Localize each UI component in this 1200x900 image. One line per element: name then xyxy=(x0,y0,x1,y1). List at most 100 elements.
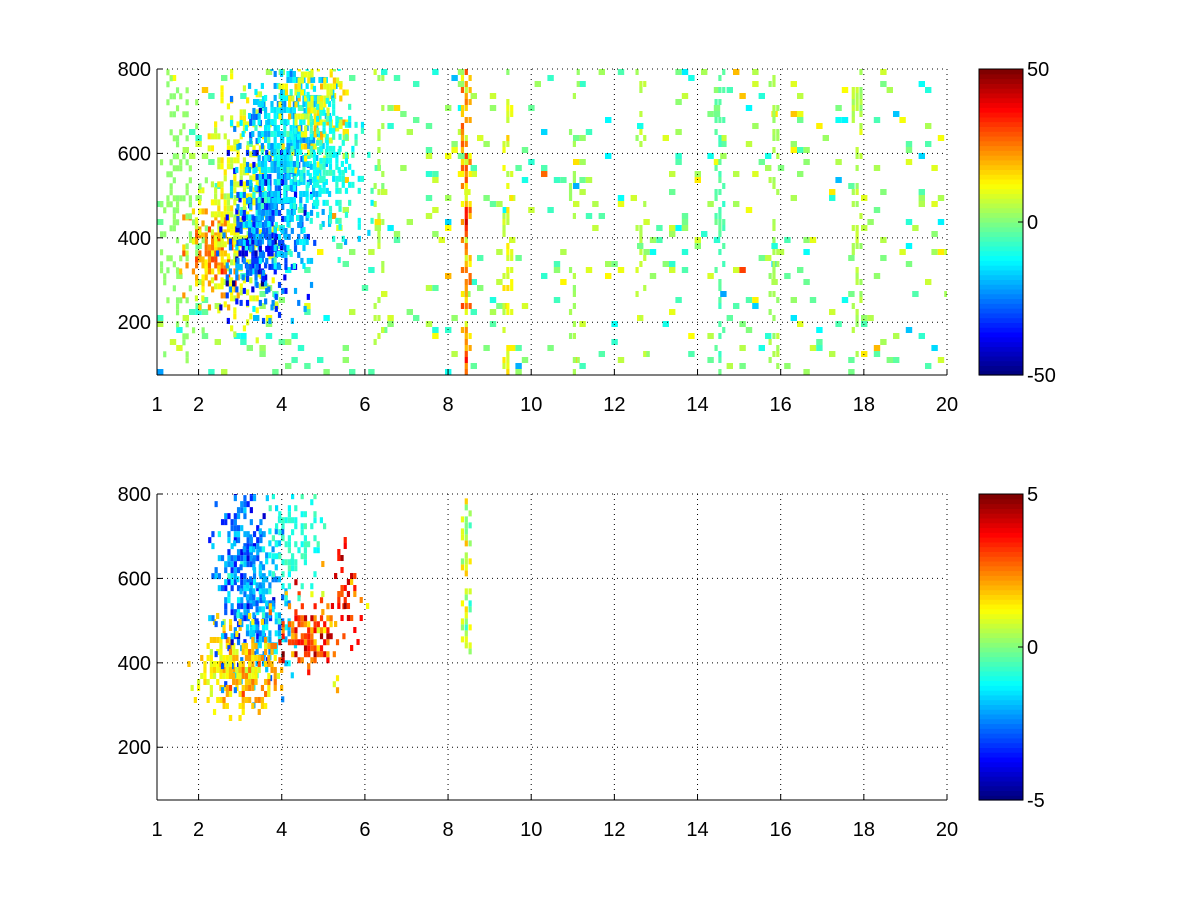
heatmap-cell xyxy=(772,183,776,189)
heatmap-cell xyxy=(733,69,740,75)
heatmap-cell xyxy=(377,237,381,243)
heatmap-cell xyxy=(303,547,307,554)
heatmap-cell xyxy=(772,135,776,141)
y-tick-label: 600 xyxy=(118,568,151,590)
heatmap-cell xyxy=(330,603,335,610)
heatmap-cell xyxy=(367,229,371,236)
heatmap-cell xyxy=(299,196,303,203)
heatmap-cell xyxy=(327,100,332,107)
heatmap-cell xyxy=(639,225,643,231)
heatmap-cell xyxy=(464,624,468,631)
heatmap-cell xyxy=(293,239,298,246)
heatmap-cell xyxy=(460,636,465,643)
heatmap-cell xyxy=(353,627,357,634)
heatmap-cell xyxy=(230,609,234,616)
heatmap-cell xyxy=(861,315,868,321)
heatmap-cell xyxy=(598,351,605,357)
heatmap-cell xyxy=(191,208,196,215)
heatmap-cell xyxy=(290,672,294,679)
heatmap-cell xyxy=(295,214,300,221)
heatmap-cell xyxy=(268,675,273,682)
heatmap-cell xyxy=(295,94,300,101)
heatmap-cell xyxy=(464,117,468,123)
heatmap-cell xyxy=(201,87,209,93)
heatmap-cell xyxy=(772,75,776,81)
heatmap-cell xyxy=(848,369,855,375)
heatmap-cell xyxy=(718,99,722,105)
heatmap-cell xyxy=(468,333,472,339)
heatmap-cell xyxy=(214,121,218,128)
heatmap-cell xyxy=(521,177,529,183)
heatmap-cell xyxy=(714,195,718,201)
heatmap-cell xyxy=(241,666,245,673)
heatmap-cell xyxy=(316,621,320,628)
heatmap-cell xyxy=(239,588,243,595)
heatmap-cell xyxy=(230,325,234,332)
heatmap-cell xyxy=(252,145,256,152)
heatmap-cell xyxy=(338,217,342,224)
heatmap-cell xyxy=(244,666,249,673)
heatmap-cell xyxy=(506,105,510,111)
heatmap-cell xyxy=(284,541,288,548)
heatmap-cell xyxy=(714,165,718,171)
heatmap-cell xyxy=(797,321,804,327)
heatmap-cell xyxy=(241,708,245,715)
heatmap-cell xyxy=(259,303,266,309)
heatmap-cell xyxy=(286,184,290,191)
colorbar-tick-label: 5 xyxy=(1027,484,1038,506)
heatmap-cell xyxy=(300,257,304,264)
heatmap-cell xyxy=(464,588,468,595)
heatmap-cell xyxy=(239,299,243,306)
heatmap-cell xyxy=(880,237,887,243)
heatmap-cell xyxy=(541,165,548,171)
heatmap-cell xyxy=(528,105,535,111)
heatmap-cell xyxy=(299,202,303,209)
heatmap-cell xyxy=(249,534,253,541)
heatmap-cell xyxy=(274,612,278,619)
heatmap-cell xyxy=(772,267,776,273)
heatmap-cell xyxy=(784,273,791,279)
heatmap-cell xyxy=(249,131,253,138)
heatmap-cell xyxy=(252,495,257,502)
heatmap-cell xyxy=(464,141,468,147)
heatmap-cell xyxy=(258,221,262,228)
heatmap-cell xyxy=(515,255,522,261)
heatmap-cell xyxy=(305,196,309,203)
colorbar-swatch xyxy=(979,670,1023,677)
heatmap-cell xyxy=(240,525,244,532)
heatmap-cell xyxy=(300,639,304,646)
heatmap-cell xyxy=(255,257,259,264)
heatmap-cell xyxy=(220,283,224,290)
heatmap-cell xyxy=(893,333,900,339)
heatmap-cell xyxy=(303,511,307,518)
heatmap-cell xyxy=(226,253,231,260)
heatmap-cell xyxy=(270,100,274,107)
heatmap-cell xyxy=(208,159,215,165)
heatmap-cell xyxy=(242,187,247,194)
heatmap-cell xyxy=(851,105,855,111)
heatmap-cell xyxy=(175,321,180,328)
heatmap-cell xyxy=(230,157,234,164)
heatmap-cell xyxy=(246,211,250,218)
heatmap-cell xyxy=(859,111,863,117)
heatmap-cell xyxy=(240,93,247,99)
heatmap-cell xyxy=(337,256,341,263)
heatmap-cell xyxy=(835,105,842,111)
heatmap-cell xyxy=(325,139,329,146)
colorbar-tick-label: 0 xyxy=(1027,637,1038,659)
heatmap-cell xyxy=(321,76,325,83)
heatmap-cell xyxy=(718,75,722,81)
heatmap-cell xyxy=(159,231,164,238)
heatmap-cell xyxy=(214,250,218,257)
heatmap-cell xyxy=(718,135,722,141)
heatmap-cell xyxy=(336,125,340,132)
heatmap-cell xyxy=(290,553,295,560)
heatmap-cell xyxy=(297,591,301,598)
heatmap-cell xyxy=(707,153,714,159)
heatmap-cell xyxy=(797,93,804,99)
heatmap-cell xyxy=(510,285,514,291)
heatmap-cell xyxy=(208,537,212,544)
heatmap-cell xyxy=(464,291,468,297)
heatmap-cell xyxy=(337,591,341,598)
heatmap-cell xyxy=(300,529,304,536)
